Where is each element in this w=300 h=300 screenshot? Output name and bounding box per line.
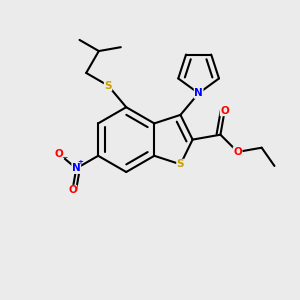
Text: −: − xyxy=(61,153,67,162)
Text: O: O xyxy=(233,147,242,157)
Text: O: O xyxy=(220,106,229,116)
Text: +: + xyxy=(77,160,83,166)
Text: N: N xyxy=(194,88,203,98)
Text: S: S xyxy=(104,81,112,91)
Text: O: O xyxy=(55,149,64,159)
Text: N: N xyxy=(72,164,81,173)
Text: O: O xyxy=(68,185,77,195)
Text: S: S xyxy=(177,159,184,169)
